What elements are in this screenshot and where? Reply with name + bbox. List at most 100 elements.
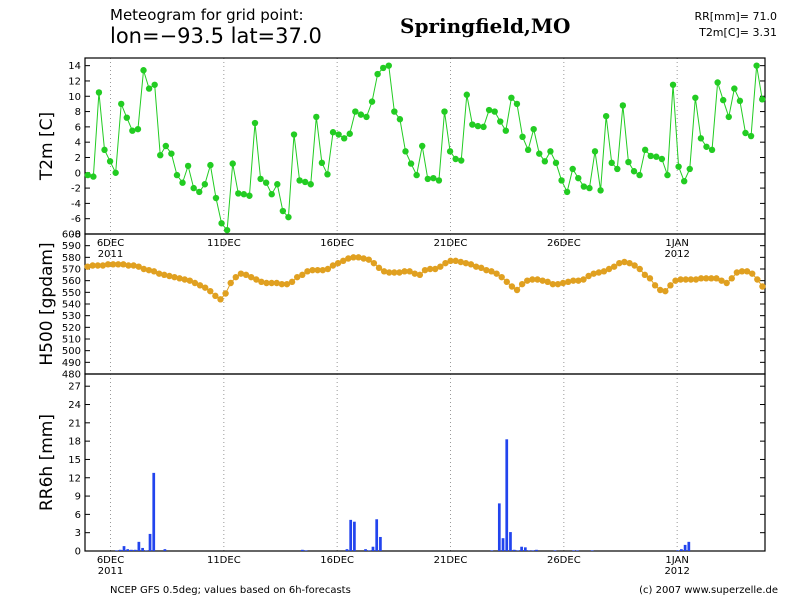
point-temperature xyxy=(424,175,431,183)
point-h500 xyxy=(687,276,695,283)
point-h500 xyxy=(391,269,398,276)
point-temperature xyxy=(84,171,91,179)
point-h500 xyxy=(104,261,112,268)
ytick-label-0: -8 xyxy=(71,230,81,241)
point-h500 xyxy=(718,277,725,284)
point-temperature xyxy=(196,188,203,196)
bar-rain xyxy=(512,549,516,551)
point-temperature xyxy=(508,94,515,101)
point-temperature xyxy=(374,70,381,78)
point-h500 xyxy=(432,265,439,273)
point-temperature xyxy=(602,112,610,120)
point-h500 xyxy=(672,277,679,284)
point-h500 xyxy=(293,273,301,281)
ytick-label-10: 12 xyxy=(68,76,81,87)
bar-rain xyxy=(349,519,353,551)
point-h500 xyxy=(334,259,342,267)
point-h500 xyxy=(682,276,689,283)
point-h500 xyxy=(212,292,219,300)
point-h500 xyxy=(503,278,511,286)
ylabel-h500: H500 [gpdam] xyxy=(37,242,57,365)
point-h500 xyxy=(89,262,96,269)
point-temperature xyxy=(368,98,376,105)
point-h500 xyxy=(713,275,720,282)
point-temperature xyxy=(301,178,309,186)
point-h500 xyxy=(452,257,459,265)
ytick-label-3: 510 xyxy=(62,335,81,346)
point-h500 xyxy=(283,280,291,288)
point-h500 xyxy=(99,262,107,269)
point-temperature xyxy=(719,96,727,104)
point-temperature xyxy=(580,183,588,190)
point-temperature xyxy=(480,123,487,131)
point-h500 xyxy=(498,273,505,281)
point-h500 xyxy=(754,276,761,283)
point-h500 xyxy=(227,279,234,287)
bar-rain xyxy=(379,536,382,551)
point-temperature xyxy=(173,171,181,179)
point-h500 xyxy=(488,268,495,275)
point-temperature xyxy=(324,171,331,178)
point-h500 xyxy=(692,276,700,283)
point-temperature xyxy=(140,67,147,74)
point-temperature xyxy=(251,119,259,127)
point-temperature xyxy=(212,194,220,202)
point-h500 xyxy=(478,264,485,272)
point-h500 xyxy=(703,275,710,282)
point-h500 xyxy=(304,268,311,275)
point-h500 xyxy=(150,268,158,275)
point-temperature xyxy=(714,79,721,86)
point-h500 xyxy=(350,254,357,261)
point-temperature xyxy=(547,148,554,155)
xtick-label-1: 11DEC xyxy=(207,555,241,566)
point-temperature xyxy=(675,163,682,170)
ytick-label-1: 3 xyxy=(75,528,81,539)
point-h500 xyxy=(462,259,470,267)
ytick-label-4: 0 xyxy=(75,168,81,179)
ytick-label-1: 490 xyxy=(62,358,81,369)
ytick-label-6: 4 xyxy=(75,138,81,149)
point-temperature xyxy=(491,108,498,115)
point-h500 xyxy=(513,286,521,294)
bar-rain xyxy=(497,503,501,551)
point-temperature xyxy=(441,108,448,115)
point-temperature xyxy=(536,150,543,157)
point-temperature xyxy=(190,184,197,192)
ytick-label-9: 27 xyxy=(68,382,81,393)
point-temperature xyxy=(134,125,142,133)
point-temperature xyxy=(162,142,170,150)
bar-rain xyxy=(527,550,531,551)
point-temperature xyxy=(413,171,420,179)
point-h500 xyxy=(140,265,147,273)
point-temperature xyxy=(268,191,275,198)
point-h500 xyxy=(518,280,526,288)
point-temperature xyxy=(435,177,443,184)
point-h500 xyxy=(288,278,296,286)
point-h500 xyxy=(166,272,173,280)
bar-rain xyxy=(676,550,680,551)
ytick-label-0: 480 xyxy=(62,370,81,381)
point-h500 xyxy=(605,265,613,273)
point-h500 xyxy=(242,271,250,279)
point-h500 xyxy=(380,268,388,275)
point-temperature xyxy=(118,100,125,108)
bar-rain xyxy=(133,549,137,551)
ylabel-rain: RR6h [mm] xyxy=(37,414,57,511)
bar-rain xyxy=(130,549,133,551)
point-temperature xyxy=(664,171,671,179)
ytick-label-5: 15 xyxy=(68,455,81,466)
bar-rain xyxy=(126,549,130,551)
point-temperature xyxy=(731,85,738,92)
point-temperature xyxy=(229,160,236,167)
ytick-label-6: 18 xyxy=(68,437,81,448)
point-h500 xyxy=(201,284,209,291)
ylabel-temperature: T2m [C] xyxy=(37,112,57,181)
point-h500 xyxy=(457,258,464,266)
point-h500 xyxy=(621,258,628,266)
point-temperature xyxy=(669,81,677,88)
point-h500 xyxy=(616,259,623,267)
point-temperature xyxy=(497,118,504,125)
point-temperature xyxy=(357,111,365,118)
